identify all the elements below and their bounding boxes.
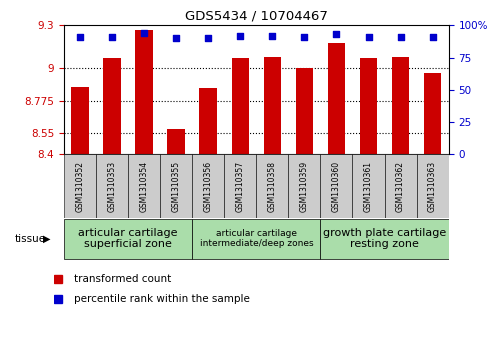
Point — [396, 34, 404, 40]
Point — [140, 30, 148, 36]
Text: tissue: tissue — [15, 234, 46, 244]
Bar — [104, 58, 121, 154]
Point — [364, 34, 373, 40]
Bar — [392, 57, 409, 154]
Text: GSM1310363: GSM1310363 — [428, 160, 437, 212]
Point — [108, 34, 116, 40]
Text: GSM1310361: GSM1310361 — [364, 160, 373, 212]
Text: GSM1310354: GSM1310354 — [140, 160, 149, 212]
Bar — [256, 154, 288, 218]
Bar — [385, 154, 417, 218]
Bar — [64, 154, 96, 218]
Point — [76, 34, 84, 40]
Bar — [352, 154, 385, 218]
Bar — [320, 219, 449, 259]
Text: GSM1310358: GSM1310358 — [268, 160, 277, 212]
Text: GSM1310360: GSM1310360 — [332, 160, 341, 212]
Bar — [360, 58, 377, 154]
Text: GSM1310353: GSM1310353 — [107, 160, 117, 212]
Text: GSM1310357: GSM1310357 — [236, 160, 245, 212]
Bar — [136, 30, 153, 154]
Bar — [71, 87, 89, 154]
Title: GDS5434 / 10704467: GDS5434 / 10704467 — [185, 10, 328, 23]
Text: GSM1310362: GSM1310362 — [396, 160, 405, 212]
Bar — [200, 89, 217, 154]
Text: GSM1310355: GSM1310355 — [172, 160, 181, 212]
Point — [204, 35, 212, 41]
Bar — [320, 154, 352, 218]
Bar — [224, 154, 256, 218]
Bar — [296, 68, 313, 154]
Text: growth plate cartilage
resting zone: growth plate cartilage resting zone — [323, 228, 446, 249]
Text: ▶: ▶ — [43, 234, 51, 244]
Bar — [328, 42, 345, 154]
Point — [428, 34, 437, 40]
Bar — [264, 57, 281, 154]
Bar — [96, 154, 128, 218]
Text: percentile rank within the sample: percentile rank within the sample — [74, 294, 250, 305]
Bar — [192, 154, 224, 218]
Bar — [168, 129, 185, 154]
Text: GSM1310359: GSM1310359 — [300, 160, 309, 212]
Point — [300, 34, 309, 40]
Text: transformed count: transformed count — [74, 274, 171, 284]
Bar — [288, 154, 320, 218]
Text: articular cartilage
superficial zone: articular cartilage superficial zone — [78, 228, 178, 249]
Point — [332, 32, 340, 37]
Bar — [160, 154, 192, 218]
Bar — [424, 73, 441, 154]
Point — [236, 33, 244, 38]
Text: GSM1310352: GSM1310352 — [75, 160, 85, 212]
Bar — [232, 58, 249, 154]
Bar — [128, 154, 160, 218]
Text: articular cartilage
intermediate/deep zones: articular cartilage intermediate/deep zo… — [200, 229, 313, 248]
Bar — [417, 154, 449, 218]
Text: GSM1310356: GSM1310356 — [204, 160, 213, 212]
Bar — [64, 219, 192, 259]
Point — [173, 35, 180, 41]
Bar — [192, 219, 320, 259]
Point — [268, 33, 276, 38]
